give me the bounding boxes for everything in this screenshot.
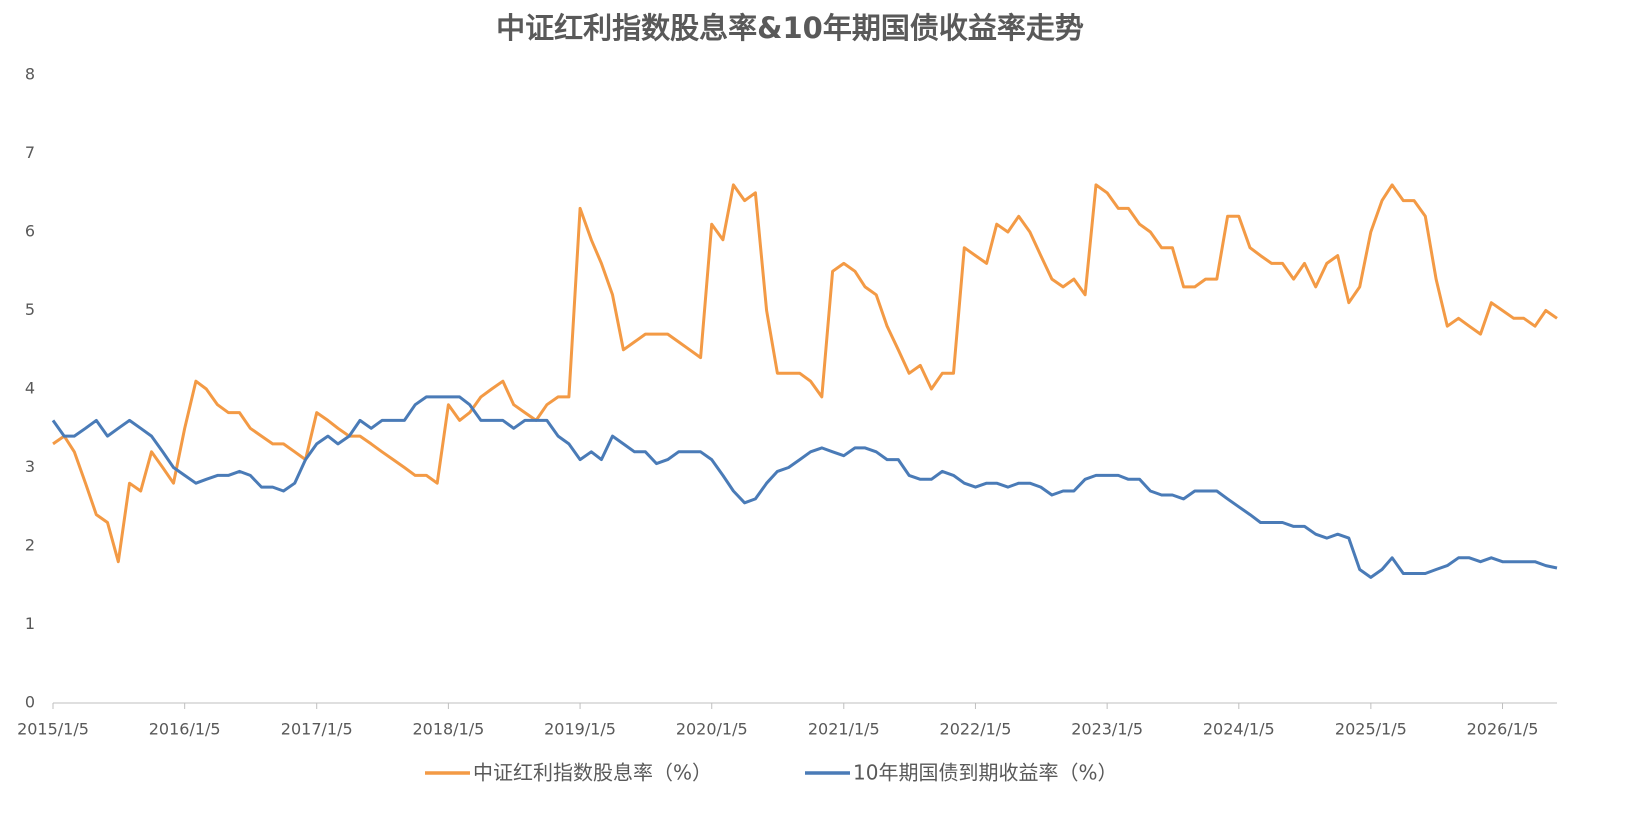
y-tick-label: 3 <box>25 457 35 476</box>
y-tick-label: 7 <box>25 143 35 162</box>
legend-label: 中证红利指数股息率（%） <box>473 761 712 785</box>
x-tick-label: 2022/1/5 <box>940 720 1012 739</box>
x-tick-label: 2026/1/5 <box>1467 720 1539 739</box>
x-tick-label: 2020/1/5 <box>676 720 748 739</box>
x-tick-label: 2025/1/5 <box>1335 720 1407 739</box>
y-tick-label: 0 <box>25 693 35 712</box>
x-tick-label: 2016/1/5 <box>149 720 221 739</box>
y-tick-label: 1 <box>25 614 35 633</box>
x-tick-label: 2015/1/5 <box>17 720 89 739</box>
y-tick-label: 5 <box>25 300 35 319</box>
y-tick-label: 4 <box>25 379 35 398</box>
x-tick-label: 2018/1/5 <box>412 720 484 739</box>
x-tick-label: 2023/1/5 <box>1071 720 1143 739</box>
y-tick-label: 6 <box>25 222 35 241</box>
x-tick-label: 2017/1/5 <box>281 720 353 739</box>
chart-title: 中证红利指数股息率&10年期国债收益率走势 <box>496 11 1084 45</box>
y-tick-label: 8 <box>25 65 35 84</box>
line-series <box>51 395 1558 579</box>
x-tick-label: 2024/1/5 <box>1203 720 1275 739</box>
legend-label: 10年期国债到期收益率（%） <box>853 761 1117 785</box>
y-tick-label: 2 <box>25 536 35 555</box>
line-series <box>52 183 1558 564</box>
x-tick-label: 2019/1/5 <box>544 720 616 739</box>
x-tick-label: 2021/1/5 <box>808 720 880 739</box>
